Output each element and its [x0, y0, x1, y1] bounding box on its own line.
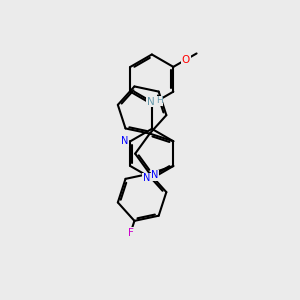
Text: N: N: [122, 136, 129, 146]
Text: H: H: [156, 96, 163, 105]
Text: N: N: [143, 173, 150, 183]
Text: F: F: [128, 227, 134, 238]
Text: N: N: [146, 97, 154, 107]
Text: O: O: [182, 55, 190, 64]
Text: N: N: [151, 170, 159, 180]
